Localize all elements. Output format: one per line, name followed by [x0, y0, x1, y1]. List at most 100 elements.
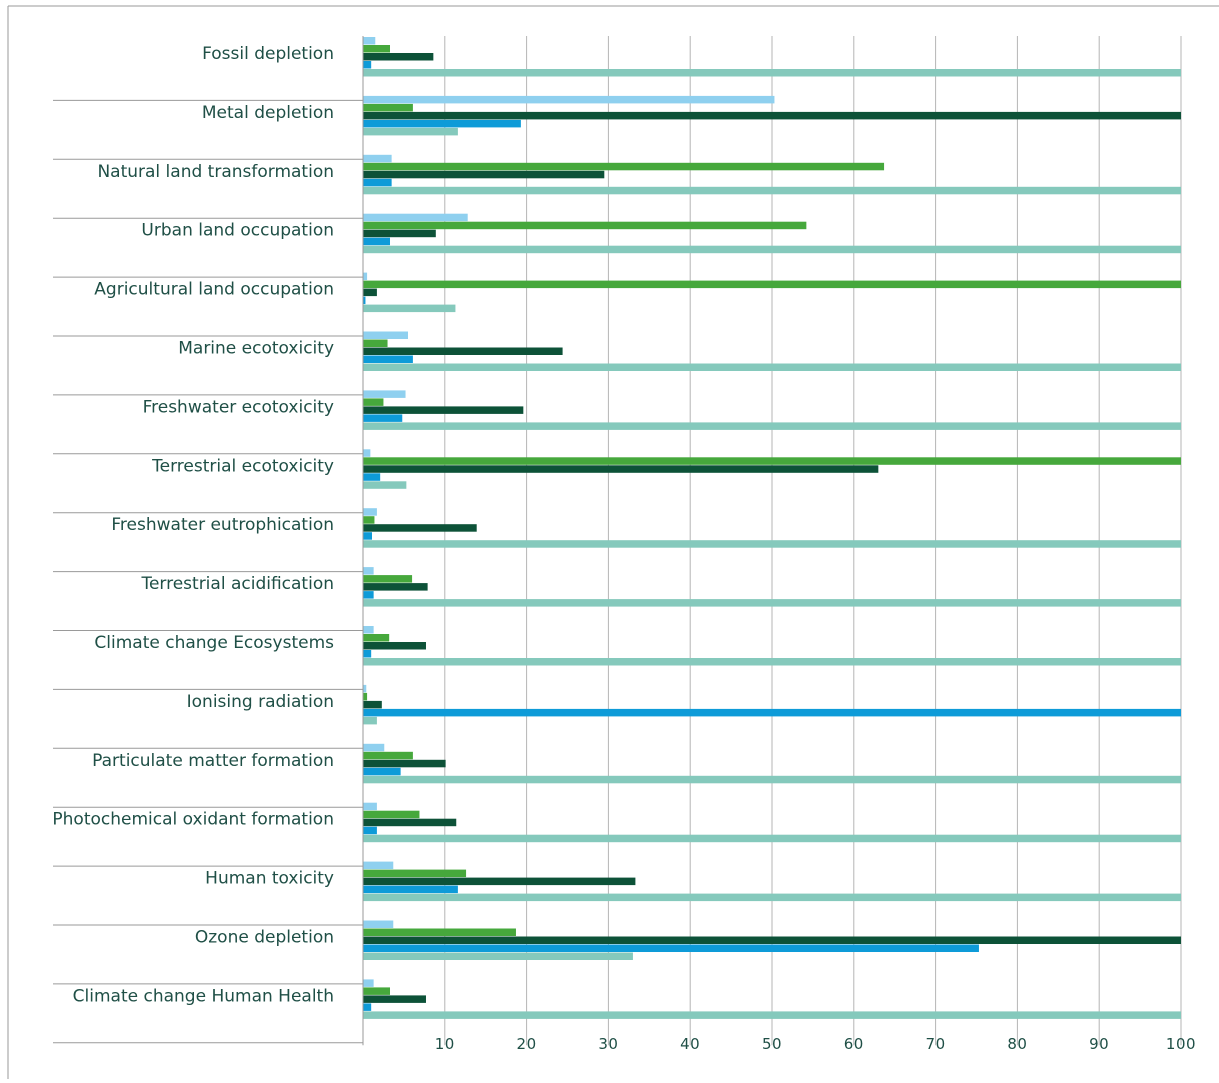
x-tick-label: 30 — [598, 1035, 618, 1053]
bar — [363, 567, 374, 575]
bar — [363, 296, 366, 305]
bar — [363, 178, 392, 187]
category-label: Climate change Ecosystems — [94, 633, 334, 653]
bar — [363, 995, 426, 1003]
bar — [363, 1011, 1181, 1019]
bar — [363, 37, 376, 45]
bar — [363, 684, 367, 693]
bar — [363, 398, 384, 406]
bar — [363, 759, 446, 768]
category-label: Natural land transformation — [97, 162, 334, 182]
bar — [363, 650, 372, 658]
bar — [363, 355, 413, 363]
bar — [363, 987, 390, 995]
bar — [363, 920, 394, 928]
bar — [363, 979, 374, 987]
bar — [363, 626, 374, 634]
x-tick-label: 40 — [680, 1035, 700, 1053]
bar — [363, 162, 885, 171]
bar — [363, 944, 979, 952]
category-label: Photochemical oxidant formation — [52, 810, 334, 830]
category-label: Ozone depletion — [195, 928, 334, 948]
bar — [363, 708, 1181, 717]
bar — [363, 1003, 372, 1011]
bar — [363, 716, 377, 725]
bar — [363, 936, 1181, 944]
category-label: Metal depletion — [202, 103, 334, 123]
bar — [363, 802, 377, 811]
bar — [363, 272, 368, 281]
category-label: Particulate matter formation — [92, 751, 334, 771]
bar — [363, 583, 428, 591]
bar — [363, 540, 1181, 548]
bar — [363, 331, 408, 339]
bar — [363, 775, 1181, 784]
bar — [363, 869, 467, 878]
bar — [363, 767, 401, 776]
bar — [363, 390, 406, 398]
bar — [363, 304, 456, 313]
bar — [363, 700, 382, 709]
bar — [363, 229, 436, 238]
bar — [363, 103, 413, 112]
category-label: Human toxicity — [205, 869, 334, 889]
x-tick-label: 90 — [1089, 1035, 1109, 1053]
chart-border — [7, 5, 1219, 1079]
bar — [363, 288, 377, 297]
bar — [363, 861, 394, 870]
bar — [363, 53, 434, 61]
bar — [363, 45, 390, 53]
x-tick-label: 10 — [435, 1035, 455, 1053]
category-label: Freshwater eutrophication — [111, 515, 334, 535]
bar — [363, 473, 381, 481]
x-tick-label: 70 — [926, 1035, 946, 1053]
bar — [363, 186, 1181, 195]
bar — [363, 280, 1181, 289]
category-label: Fossil depletion — [202, 44, 334, 64]
bar — [363, 893, 1181, 902]
bar — [363, 658, 1181, 666]
category-label: Terrestrial acidification — [140, 574, 334, 594]
bar — [363, 834, 1181, 843]
category-label: Marine ecotoxicity — [178, 339, 334, 359]
category-label: Ionising radiation — [187, 692, 334, 712]
bar — [363, 877, 636, 886]
bar — [363, 119, 521, 128]
category-label: Urban land occupation — [141, 221, 334, 241]
bar — [363, 952, 633, 960]
bar — [363, 406, 524, 414]
bar — [363, 591, 374, 599]
bar — [363, 575, 413, 583]
bar — [363, 751, 413, 760]
bar — [363, 465, 879, 473]
bar — [363, 237, 390, 246]
bar — [363, 111, 1181, 120]
bar — [363, 818, 457, 827]
category-label: Agricultural land occupation — [94, 280, 334, 300]
bar — [363, 422, 1181, 430]
bar — [363, 449, 371, 457]
x-tick-label: 80 — [1007, 1035, 1027, 1053]
x-tick-label: 20 — [517, 1035, 537, 1053]
x-tick-labels: 10 20 30 40 50 60 70 80 90 100 — [435, 1035, 1196, 1053]
bar — [363, 61, 372, 69]
bar — [363, 154, 392, 163]
bar — [363, 339, 388, 347]
bar — [363, 457, 1181, 465]
category-labels: Fossil depletion Metal depletion Natural l… — [52, 44, 334, 1006]
bar — [363, 481, 407, 489]
bar — [363, 928, 516, 936]
category-label: Freshwater ecotoxicity — [143, 397, 334, 417]
bar — [363, 69, 1181, 77]
bar — [363, 213, 468, 222]
category-separators — [53, 99, 363, 1044]
bar — [363, 826, 377, 835]
bar — [363, 170, 605, 179]
bar — [363, 221, 807, 230]
bar — [363, 347, 563, 355]
bar — [363, 692, 368, 701]
bar — [363, 363, 1181, 371]
bar — [363, 810, 420, 819]
bar — [363, 414, 403, 422]
bar — [363, 885, 458, 894]
